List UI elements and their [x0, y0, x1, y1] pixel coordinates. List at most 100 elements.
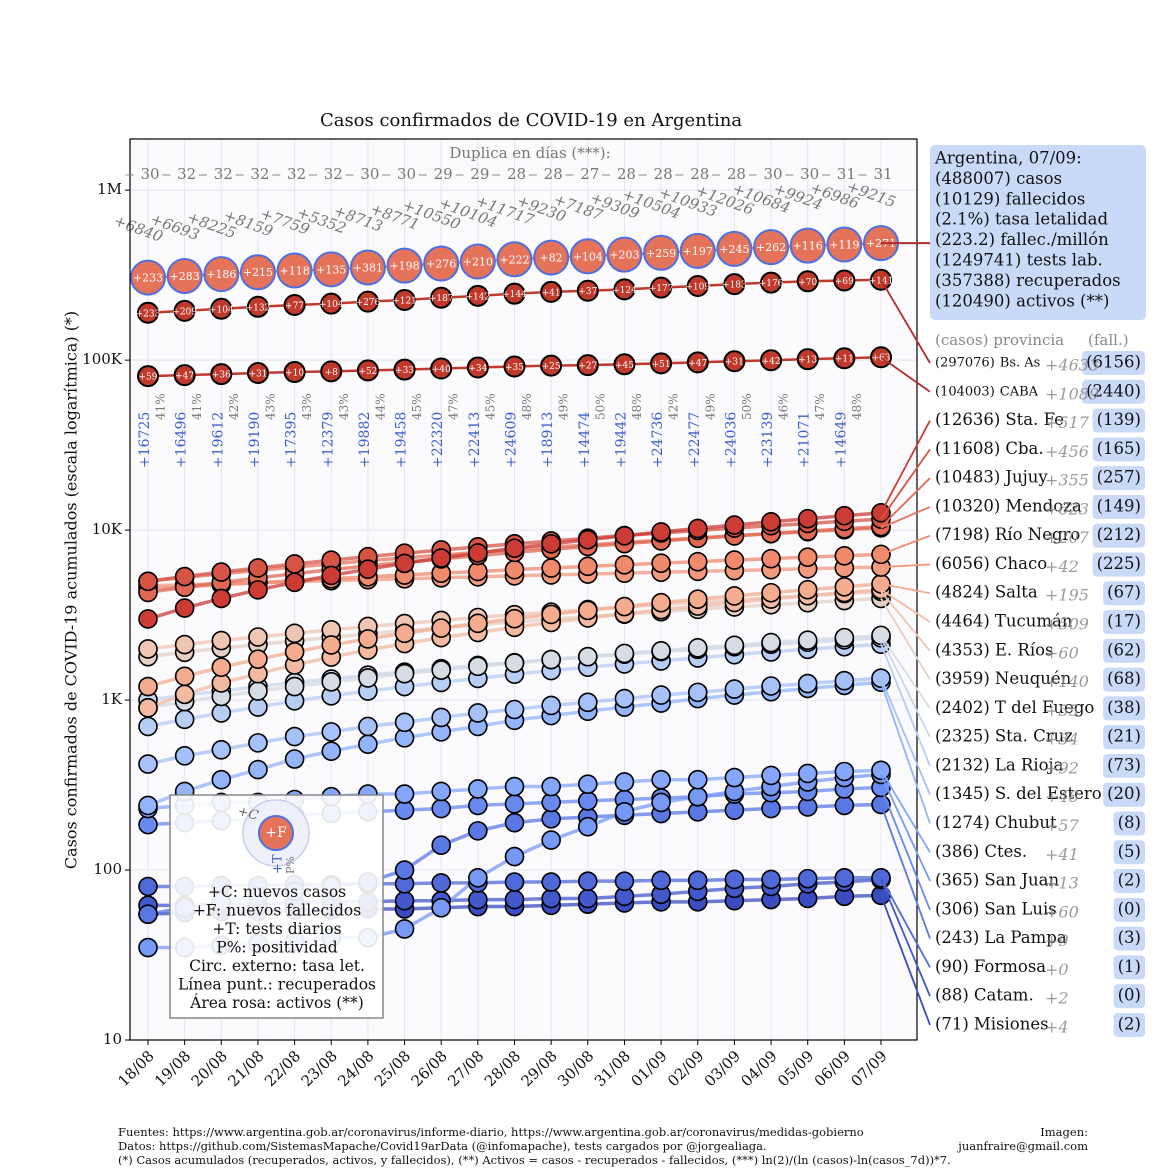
- data-point: [687, 551, 708, 572]
- death-label: +198: [389, 260, 419, 273]
- deaths-box: [1103, 638, 1145, 663]
- summary-line: (488007) casos: [935, 169, 1062, 188]
- deaths-box: [1113, 955, 1145, 980]
- doubling-days: 28: [690, 165, 709, 183]
- death-label: +47: [175, 372, 194, 382]
- data-point: [541, 695, 561, 716]
- positivity-label: 42%: [667, 393, 681, 420]
- data-point: [761, 632, 781, 653]
- footer: (*) Casos acumulados (recuperados, activ…: [118, 1153, 951, 1167]
- death-label: +77: [285, 302, 304, 312]
- data-point: [724, 586, 745, 606]
- province-name: Misiones: [974, 1014, 1049, 1033]
- tests-label: +19882: [357, 412, 373, 468]
- positivity-label: 44%: [373, 393, 387, 420]
- data-point: [321, 565, 342, 586]
- data-point: [423, 245, 460, 282]
- data-point: [761, 511, 781, 532]
- data-point: [394, 663, 415, 684]
- province-cases: (7198): [935, 525, 990, 544]
- tests-label: +14649: [833, 412, 849, 468]
- connector: [880, 590, 931, 652]
- province-new-cases: +4633: [1045, 356, 1099, 375]
- province-deaths: (225): [1097, 554, 1141, 573]
- data-point: [320, 292, 343, 315]
- province-new-cases: +4: [1045, 1017, 1069, 1036]
- data-point: [687, 682, 708, 703]
- death-label: +35: [505, 363, 524, 373]
- province-name: CABA: [1000, 384, 1039, 399]
- death-label: +8: [325, 368, 339, 378]
- death-label: +177: [649, 284, 674, 294]
- province-name: La Rioja: [995, 755, 1064, 774]
- data-point: [614, 871, 635, 891]
- deaths-box: [1092, 437, 1145, 462]
- data-point: [797, 673, 818, 694]
- data-point: [834, 545, 855, 566]
- data-point: [211, 657, 232, 678]
- data-point: [614, 802, 635, 822]
- doubling-days: 28: [654, 165, 673, 183]
- death-label: +132: [246, 303, 271, 313]
- province-deaths: (165): [1097, 439, 1141, 458]
- doubling-title: Duplica en días (***):: [449, 144, 610, 162]
- data-point: [468, 795, 488, 816]
- legend-text: +F: nuevos fallecidos: [193, 902, 361, 920]
- data-point: [614, 772, 635, 792]
- death-label: +82: [540, 252, 563, 265]
- tests-label: +22477: [687, 412, 703, 468]
- tests-label: +22413: [467, 412, 483, 468]
- province-new-cases: +57: [1045, 816, 1080, 835]
- data-point: [540, 280, 563, 303]
- data-point: [797, 547, 818, 567]
- data-point: [504, 608, 525, 629]
- province-name: San Luis: [984, 899, 1056, 918]
- province-deaths: (73): [1107, 755, 1141, 774]
- data-point: [577, 816, 598, 837]
- data-point: [394, 712, 415, 733]
- data-point: [577, 646, 598, 667]
- data-point: [504, 776, 525, 797]
- province-new-cases: +355: [1045, 471, 1089, 490]
- deaths-box: [1082, 351, 1145, 375]
- data-point: [577, 556, 598, 577]
- death-label: +381: [353, 261, 383, 274]
- y-tick-label: 100K: [82, 350, 123, 368]
- death-label: +27: [578, 362, 597, 372]
- death-label: +245: [719, 243, 749, 256]
- data-point: [577, 529, 598, 550]
- province-cases: (386): [935, 842, 979, 861]
- summary-line: (2.1%) tasa letalidad: [935, 210, 1109, 229]
- data-point: [321, 741, 342, 762]
- data-point: [468, 656, 488, 677]
- death-label: +197: [683, 245, 713, 258]
- positivity-label: 48%: [850, 393, 864, 420]
- data-point: [466, 356, 489, 379]
- province-new-cases: +195: [1045, 586, 1089, 605]
- doubling-days: 29: [434, 165, 453, 183]
- tests-label: +19612: [210, 412, 226, 468]
- panel-header: (fall.): [1088, 331, 1129, 349]
- data-point: [797, 630, 818, 651]
- connector: [880, 583, 931, 595]
- data-point: [468, 821, 488, 841]
- data-point: [614, 688, 635, 709]
- data-point: [761, 765, 781, 786]
- tests-label: +19458: [394, 412, 410, 468]
- data-point: [577, 888, 598, 909]
- tests-label: +16496: [174, 412, 190, 468]
- summary-line: (120490) activos (**): [935, 291, 1109, 310]
- deaths-box: [1092, 408, 1145, 433]
- doubling-days: 32: [324, 165, 343, 183]
- province-deaths: (38): [1107, 698, 1141, 717]
- y-tick-label: 1M: [97, 180, 122, 198]
- data-point: [174, 709, 195, 730]
- positivity-label: 41%: [190, 393, 204, 420]
- province-new-cases: +1089: [1045, 384, 1099, 403]
- death-label: +135: [316, 263, 346, 276]
- data-point: [283, 294, 306, 317]
- data-point: [358, 716, 378, 737]
- deaths-box: [1103, 753, 1145, 778]
- province-cases: (1274): [935, 813, 990, 832]
